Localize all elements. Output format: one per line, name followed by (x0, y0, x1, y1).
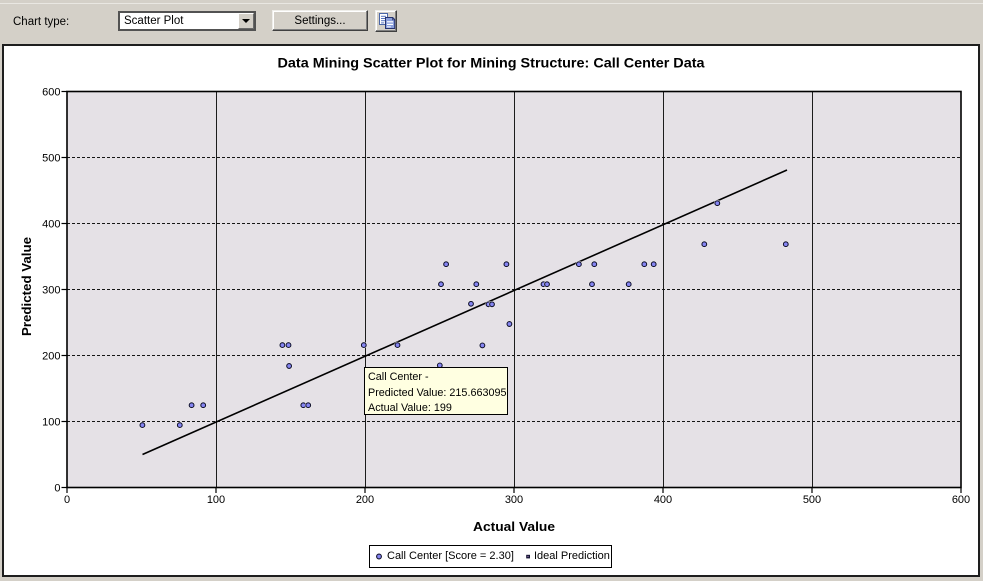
svg-text:0: 0 (64, 494, 70, 506)
svg-text:Actual Value: Actual Value (473, 519, 555, 534)
svg-text:300: 300 (42, 285, 60, 297)
svg-text:100: 100 (207, 494, 225, 506)
svg-text:Data Mining Scatter Plot for M: Data Mining Scatter Plot for Mining Stru… (278, 55, 705, 71)
svg-text:100: 100 (42, 417, 60, 429)
svg-text:600: 600 (42, 87, 60, 99)
svg-text:400: 400 (654, 494, 672, 506)
svg-text:0: 0 (54, 483, 60, 495)
svg-text:Predicted Value: Predicted Value (20, 237, 34, 336)
svg-text:500: 500 (42, 153, 60, 165)
svg-text:400: 400 (42, 219, 60, 231)
svg-text:500: 500 (803, 494, 821, 506)
svg-text:200: 200 (42, 351, 60, 363)
svg-text:300: 300 (505, 494, 523, 506)
svg-text:600: 600 (952, 494, 970, 506)
svg-text:200: 200 (356, 494, 374, 506)
